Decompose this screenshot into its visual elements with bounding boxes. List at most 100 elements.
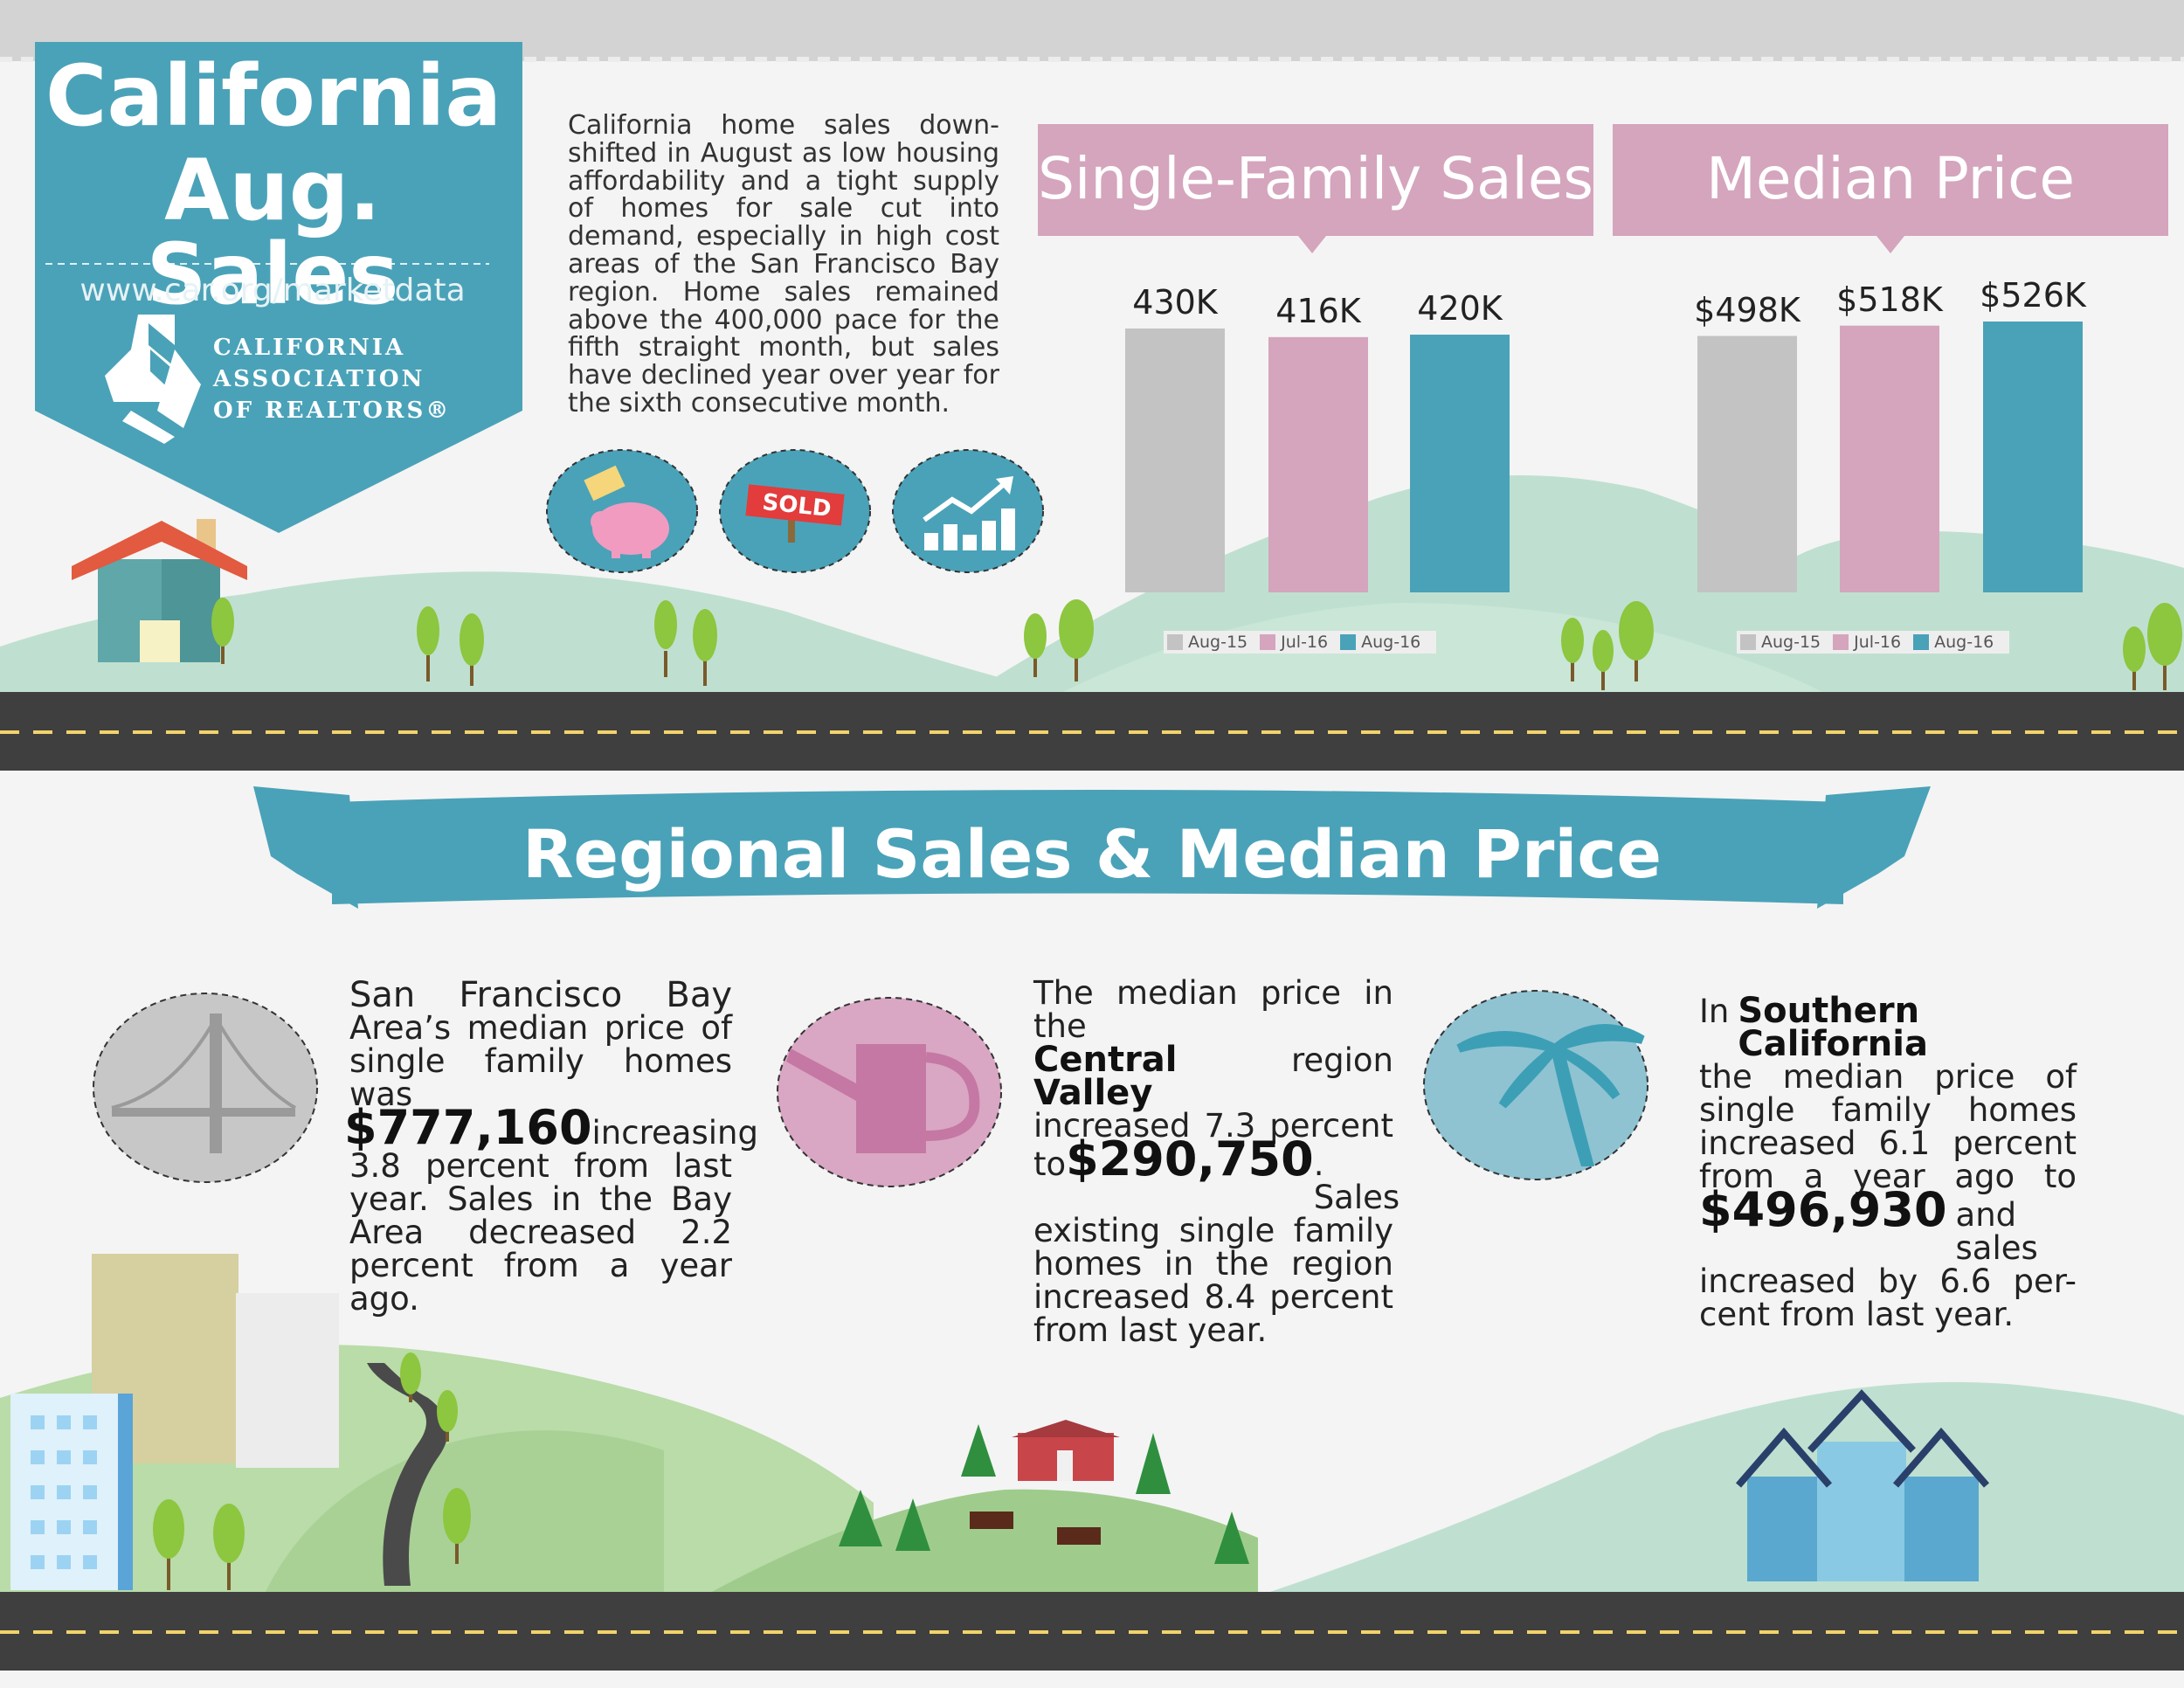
org-name-line-1: CALIFORNIA: [213, 335, 406, 361]
legend-item: Aug-15: [1740, 633, 1821, 652]
winding-road: [367, 1363, 448, 1586]
cv-region-row: Central Valley region: [1033, 1040, 1393, 1113]
org-name-line-2: ASSOCIATION: [213, 366, 425, 392]
cv-price-row: to $290,750 . Sales: [1033, 1131, 1400, 1214]
legend-label: Aug-15: [1761, 633, 1821, 652]
sc-line: single family homes: [1699, 1091, 2077, 1129]
legend-item: Aug-16: [1913, 633, 1994, 652]
legend-swatch: [1340, 634, 1357, 650]
bars-sales: [1125, 329, 1510, 592]
bar-data-label: 430K: [1132, 283, 1218, 322]
region-sf-text: San Francisco Bay Area’s median price of…: [344, 975, 758, 1318]
sf-line: Area’s median price of: [349, 1009, 732, 1047]
sf-line: ago.: [349, 1280, 419, 1318]
legend-item: Jul-16: [1833, 633, 1901, 652]
sc-region-name: Southern California: [1738, 991, 1928, 1064]
legend-item: Aug-16: [1340, 633, 1420, 652]
sc-price: $496,930: [1699, 1182, 1947, 1237]
watering-can-icon: [777, 997, 1002, 1187]
bar-data-label: 420K: [1417, 289, 1503, 329]
sc-line: In: [1699, 993, 1730, 1030]
cv-line: region: [1290, 1041, 1393, 1079]
sc-price-row: $496,930 and sales: [1699, 1182, 2077, 1267]
cv-line: The median price in the: [1033, 974, 1393, 1045]
intro-paragraph: California home sales down-shifted in Au…: [568, 110, 999, 419]
legend-swatch: [1833, 634, 1849, 650]
sc-line: increased 6.1 percent: [1699, 1124, 2077, 1162]
org-name-line-3: OF REALTORS®: [213, 398, 452, 424]
sf-line: increasing: [591, 1114, 758, 1152]
cv-line: increased 7.3 percent: [1033, 1107, 1393, 1145]
sf-heading: San Francisco Bay: [349, 975, 732, 1015]
cv-line: homes in the region: [1033, 1245, 1393, 1283]
region-cv-text: The median price in the Central Valley r…: [1033, 974, 1400, 1349]
sc-region-row: In Southern California: [1699, 991, 2077, 1064]
upper-road: [0, 692, 2184, 771]
legend-label: Aug-16: [1361, 633, 1421, 652]
legend-swatch: [1913, 634, 1930, 650]
bars-price: [1697, 322, 2083, 592]
bar-data-label: $498K: [1694, 290, 1800, 329]
sc-line: from a year ago to: [1699, 1158, 2077, 1195]
socal-houses: [1735, 1389, 1990, 1581]
legend-item: Jul-16: [1260, 633, 1328, 652]
sc-line: the median price of: [1699, 1058, 2077, 1096]
legend-swatch: [1740, 634, 1756, 650]
chart-title-single-family: Single-Family Sales: [1038, 145, 1593, 212]
bar-data-label: $518K: [1836, 280, 1943, 319]
sold-sign-icon: [719, 449, 871, 573]
legend-swatch: [1260, 634, 1276, 650]
bar-sales-Aug-16: [1410, 335, 1510, 592]
title-line-2: Aug. Sales: [146, 142, 399, 323]
cv-line: existing single family: [1033, 1212, 1393, 1249]
city-buildings: [10, 1254, 339, 1590]
sf-line: 3.8 percent from last: [349, 1147, 732, 1185]
bar-sales-Jul-16: [1268, 336, 1368, 592]
legend-median-price: Aug-15 Jul-16 Aug-16: [1737, 631, 2010, 654]
realtors-logo-icon: [105, 315, 205, 444]
lower-trees: [153, 1352, 471, 1590]
legend-label: Aug-16: [1934, 633, 1994, 652]
legend-label: Aug-15: [1188, 633, 1248, 652]
ribbon-banner: [253, 786, 1931, 909]
bridge-icon: [93, 993, 318, 1183]
sf-line: Area decreased 2.2: [349, 1214, 732, 1251]
panel-median-price: [1613, 124, 2168, 253]
panel-single-family: [1038, 124, 1593, 253]
upper-trees: [211, 598, 2182, 690]
palm-tree-icon: [1423, 990, 1648, 1180]
legend-swatch: [1167, 634, 1183, 650]
bar-data-label: 416K: [1275, 291, 1361, 330]
legend-single-family: Aug-15 Jul-16 Aug-16: [1164, 631, 1437, 654]
house-illustration: [72, 519, 247, 662]
cv-region-name: Central Valley: [1033, 1040, 1178, 1113]
bar-sales-Aug-15: [1125, 329, 1225, 592]
sf-line: percent from a year: [349, 1247, 732, 1284]
bar-data-label: $526K: [1980, 276, 2086, 315]
farm-illustration: [839, 1420, 1249, 1564]
region-sc-text: In Southern California the median price …: [1699, 991, 2077, 1333]
regional-banner-title: Regional Sales & Median Price: [522, 815, 1662, 893]
cv-price: $290,750: [1066, 1131, 1314, 1186]
title-line-1: California: [45, 47, 502, 145]
chart-title-median-price: Median Price: [1705, 145, 2076, 212]
sf-line: year. Sales in the Bay: [349, 1180, 732, 1218]
website-link[interactable]: www.car.org/marketdata: [79, 273, 466, 308]
legend-item: Aug-15: [1167, 633, 1248, 652]
cv-line: from last year.: [1033, 1311, 1268, 1349]
cv-line: . Sales: [1313, 1145, 1400, 1216]
legend-label: Jul-16: [1281, 633, 1329, 652]
sf-line: single family homes was: [349, 1042, 732, 1113]
sf-price: $777,160: [344, 1100, 592, 1155]
sc-line: increased by 6.6 per-: [1699, 1263, 2077, 1300]
sf-price-row: $777,160 increasing: [344, 1100, 758, 1155]
bar-price-Jul-16: [1840, 325, 1939, 592]
sc-line: and sales: [1955, 1196, 2038, 1267]
cv-line: to: [1033, 1145, 1067, 1183]
growth-chart-icon: [892, 449, 1044, 573]
legend-label: Jul-16: [1854, 633, 1902, 652]
bar-price-Aug-15: [1697, 336, 1797, 592]
sc-line: cent from last year.: [1699, 1296, 2015, 1333]
cv-line: increased 8.4 percent: [1033, 1278, 1393, 1316]
header-shield: [35, 42, 522, 533]
